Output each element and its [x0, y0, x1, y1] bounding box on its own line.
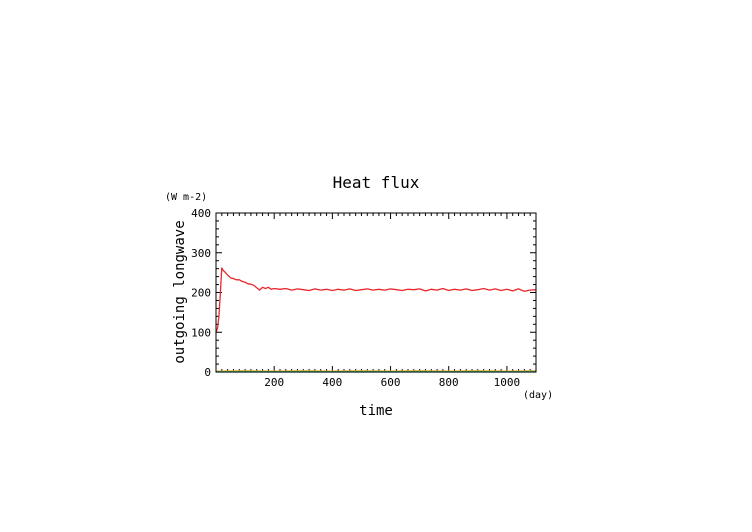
x-tick-label: 600: [381, 376, 401, 389]
axis-ticks: [215, 212, 537, 373]
y-tick-label: 300: [191, 247, 211, 260]
y-tick-label: 0: [204, 366, 211, 379]
x-axis-unit: (day): [523, 390, 553, 401]
x-tick-label: 1000: [494, 376, 521, 389]
tick-labels: 200 400 600 800 1000 0 100 200 300 400: [191, 207, 520, 389]
plot-frame: [215, 212, 537, 373]
x-tick-label: 400: [322, 376, 342, 389]
x-tick-label: 200: [264, 376, 284, 389]
y-axis-unit: (W m-2): [165, 192, 207, 203]
x-tick-label: 800: [439, 376, 459, 389]
y-tick-label: 200: [191, 287, 211, 300]
y-axis-label: outgoing longwave: [172, 220, 188, 363]
y-tick-label: 400: [191, 207, 211, 220]
x-axis-label: time: [359, 403, 393, 419]
series-line-1: [215, 267, 537, 333]
y-tick-label: 100: [191, 326, 211, 339]
series-layer: [215, 267, 537, 373]
chart-title: Heat flux: [333, 173, 420, 192]
